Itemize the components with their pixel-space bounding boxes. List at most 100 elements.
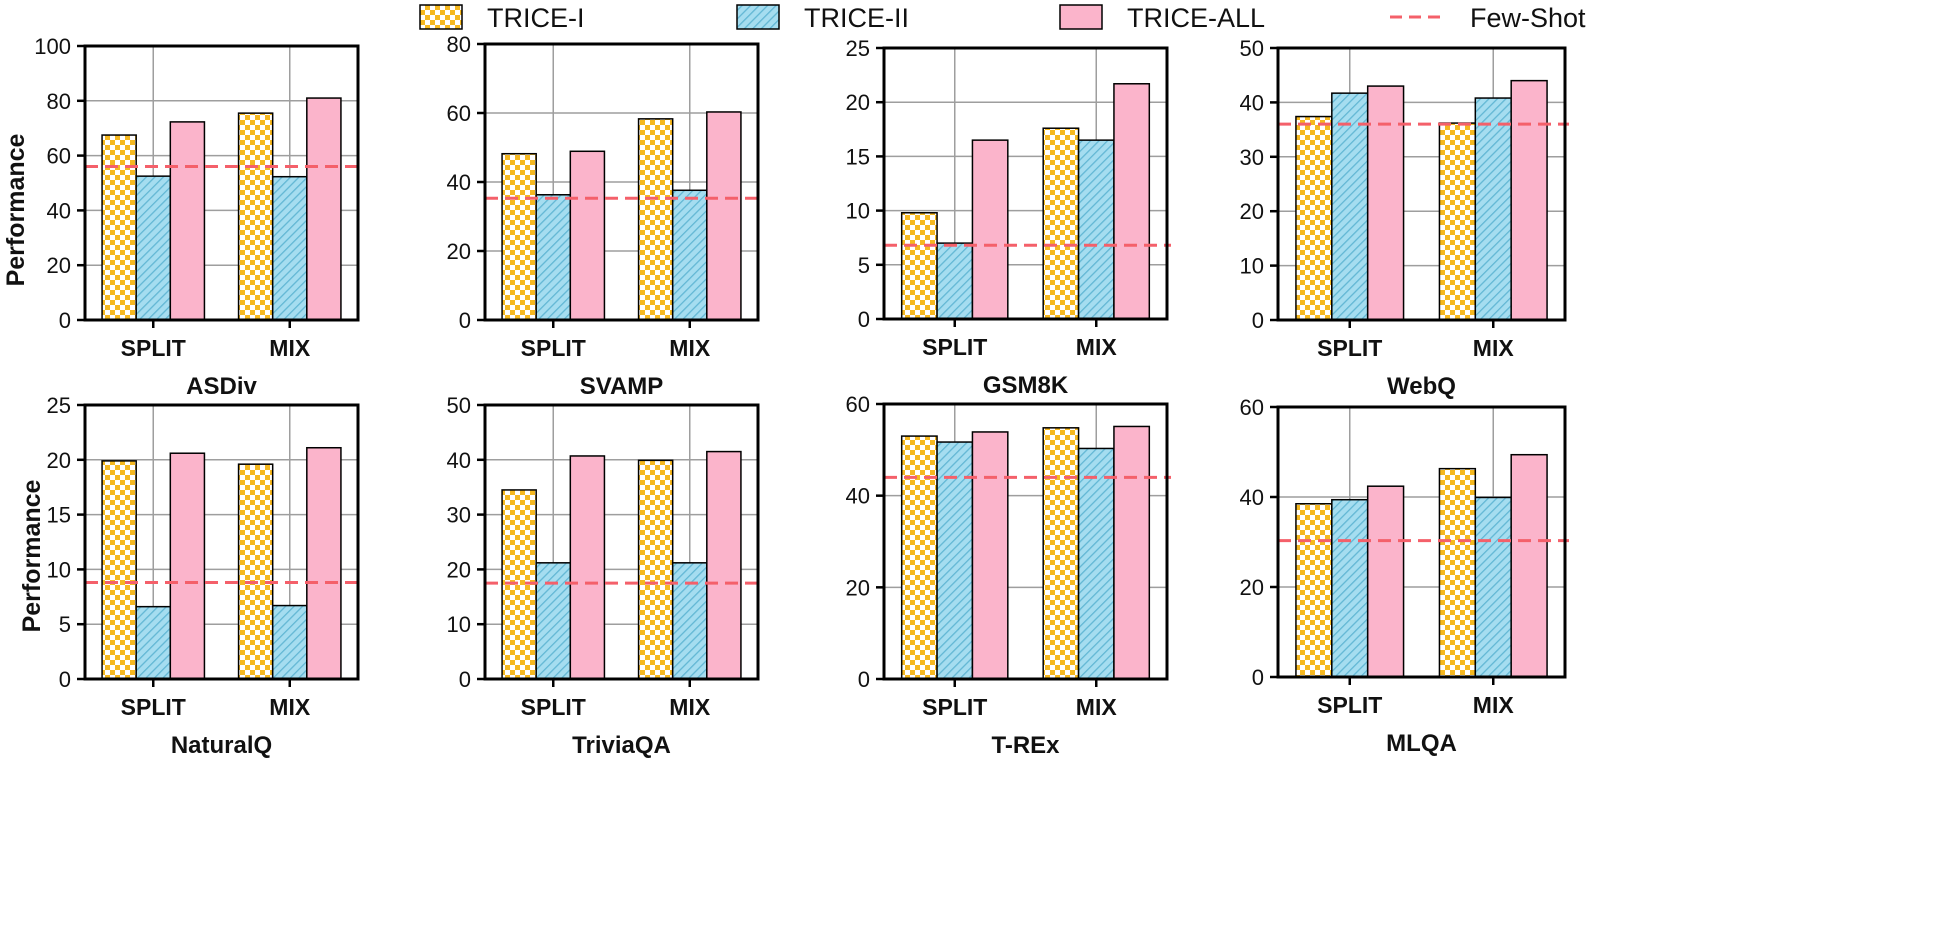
bar-trice2-mix — [271, 175, 308, 321]
y-tick-label: 20 — [846, 575, 870, 600]
x-category-label: MIX — [1076, 694, 1118, 720]
plot-frame — [882, 46, 1169, 321]
x-category-label: MIX — [1473, 692, 1515, 718]
x-category-label: SPLIT — [121, 694, 186, 720]
y-tick-label: 100 — [34, 34, 71, 59]
bar-triceall-mix — [706, 450, 742, 680]
y-tick-label: 20 — [47, 253, 71, 278]
bar-trice1-mix — [237, 112, 274, 321]
y-tick-label: 20 — [447, 239, 471, 264]
y-tick-label: 40 — [846, 484, 870, 509]
subplot-title: WebQ — [1387, 373, 1456, 400]
x-category-label: MIX — [269, 694, 311, 720]
bar-triceall-split — [169, 452, 206, 680]
chart-panel-t-rex: 0 20 40 60 SPLIT MIX T-REx — [846, 392, 1171, 759]
y-tick-label: 60 — [47, 144, 71, 169]
y-tick-label: 0 — [858, 667, 870, 692]
y-tick-label: 0 — [1252, 308, 1264, 333]
chart-panel-triviaqa: 0 10 20 30 40 50 SPLIT MIX TriviaQA — [447, 393, 762, 759]
bar-trice2-split — [1331, 92, 1369, 321]
subplot-title: MLQA — [1386, 730, 1457, 757]
bar-trice1-mix — [1042, 427, 1080, 680]
x-category-label: SPLIT — [521, 694, 586, 720]
y-tick-label: 40 — [447, 170, 471, 195]
legend-swatch-triceall — [1059, 4, 1103, 30]
bar-trice2-split — [936, 441, 974, 680]
y-tick-label: 0 — [59, 308, 71, 333]
bar-triceall-split — [971, 139, 1009, 320]
bar-triceall-split — [569, 150, 606, 321]
y-tick-label: 40 — [47, 198, 71, 223]
legend-swatch-trice2 — [736, 4, 780, 30]
y-tick-label: 10 — [1240, 254, 1264, 279]
bar-trice1-split — [1295, 115, 1333, 321]
y-tick-label: 60 — [447, 101, 471, 126]
bar-trice2-mix — [1077, 139, 1115, 320]
bar-trice2-mix — [1474, 496, 1512, 678]
y-tick-label: 80 — [447, 32, 471, 57]
bar-triceall-mix — [306, 446, 342, 680]
plot-frame — [882, 402, 1169, 681]
y-tick-label: 50 — [447, 393, 471, 418]
x-category-label: SPLIT — [922, 694, 987, 720]
bar-trice1-split — [501, 152, 537, 321]
y-tick-label: 80 — [47, 89, 71, 114]
y-tick-label: 50 — [1240, 36, 1264, 61]
y-tick-label: 5 — [59, 612, 71, 637]
subplot-title: ASDiv — [186, 373, 257, 400]
y-tick-label: 30 — [447, 503, 471, 528]
plot-frame — [83, 44, 360, 322]
bar-triceall-mix — [1113, 83, 1151, 320]
bar-trice1-mix — [1438, 467, 1477, 678]
subplot-title: SVAMP — [580, 373, 664, 400]
bar-trice2-mix — [671, 189, 708, 321]
y-tick-label: 25 — [846, 36, 870, 61]
y-tick-label: 60 — [846, 392, 870, 417]
bar-trice1-mix — [237, 463, 274, 680]
bar-trice1-mix — [637, 459, 674, 680]
y-tick-label: 60 — [1240, 395, 1264, 420]
bar-trice2-split — [135, 175, 172, 321]
y-tick-label: 20 — [47, 448, 71, 473]
subplot-title: T-REx — [991, 732, 1060, 759]
bar-trice2-split — [535, 194, 572, 321]
bar-trice2-mix — [1474, 97, 1512, 321]
x-category-label: MIX — [269, 335, 311, 361]
chart-panel-asdiv: 0 20 40 60 80 100 SPLIT MIX ASDiv — [34, 34, 362, 400]
y-tick-label: 0 — [59, 667, 71, 692]
bar-trice1-mix — [637, 118, 674, 321]
bar-trice1-split — [900, 212, 938, 320]
chart-panel-mlqa: 0 20 40 60 SPLIT MIX MLQA — [1240, 395, 1569, 757]
y-axis-label-top: Performance — [2, 133, 30, 286]
legend-label-trice2: TRICE-II — [804, 3, 909, 33]
x-category-label: SPLIT — [922, 334, 987, 360]
x-category-label: MIX — [1473, 335, 1515, 361]
legend: TRICE-I TRICE-II TRICE-ALL Few-Shot — [419, 3, 1586, 33]
y-tick-label: 20 — [1240, 199, 1264, 224]
bar-trice2-split — [135, 605, 172, 680]
subplot-title: TriviaQA — [572, 732, 671, 759]
bar-triceall-split — [1366, 485, 1405, 678]
bar-trice1-split — [900, 435, 938, 680]
bar-trice2-mix — [1077, 447, 1115, 680]
bar-trice2-split — [535, 562, 572, 680]
chart-panel-webq: 0 10 20 30 40 50 SPLIT MIX WebQ — [1240, 36, 1569, 400]
bar-triceall-mix — [1113, 425, 1151, 680]
chart-panel-gsm8k: 0 5 10 15 20 25 SPLIT MIX GSM8K — [846, 36, 1171, 399]
x-category-label: MIX — [669, 335, 711, 361]
y-tick-label: 5 — [858, 253, 870, 278]
y-tick-label: 10 — [846, 199, 870, 224]
bar-triceall-mix — [706, 111, 742, 321]
x-category-label: SPLIT — [521, 335, 586, 361]
bar-triceall-split — [169, 121, 206, 321]
bar-trice1-split — [101, 134, 137, 321]
y-tick-label: 10 — [447, 612, 471, 637]
bar-trice1-split — [1295, 503, 1333, 678]
bar-triceall-mix — [306, 97, 342, 321]
bar-triceall-mix — [1510, 453, 1548, 678]
bar-trice2-mix — [271, 604, 308, 680]
bar-trice2-split — [936, 242, 974, 320]
y-tick-label: 0 — [1252, 665, 1264, 690]
x-category-label: SPLIT — [1317, 335, 1382, 361]
